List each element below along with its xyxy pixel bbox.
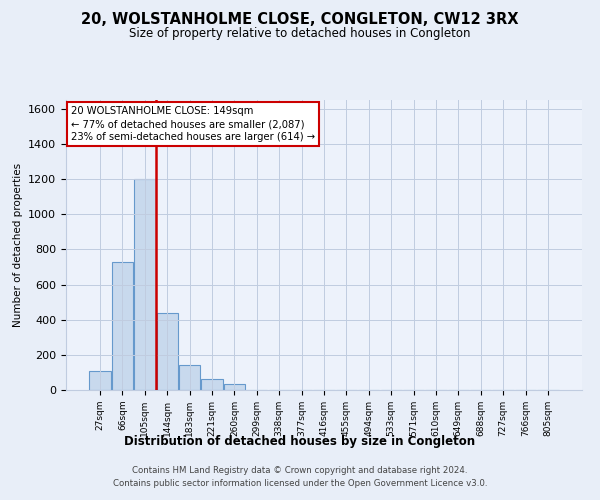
- Bar: [112, 262, 133, 390]
- Bar: [157, 312, 178, 390]
- Text: 20, WOLSTANHOLME CLOSE, CONGLETON, CW12 3RX: 20, WOLSTANHOLME CLOSE, CONGLETON, CW12 …: [81, 12, 519, 28]
- Y-axis label: Number of detached properties: Number of detached properties: [13, 163, 23, 327]
- Text: Contains HM Land Registry data © Crown copyright and database right 2024.
Contai: Contains HM Land Registry data © Crown c…: [113, 466, 487, 487]
- Text: Size of property relative to detached houses in Congleton: Size of property relative to detached ho…: [129, 28, 471, 40]
- Bar: [179, 364, 200, 390]
- Text: 20 WOLSTANHOLME CLOSE: 149sqm
← 77% of detached houses are smaller (2,087)
23% o: 20 WOLSTANHOLME CLOSE: 149sqm ← 77% of d…: [71, 106, 315, 142]
- Bar: [202, 380, 223, 390]
- Text: Distribution of detached houses by size in Congleton: Distribution of detached houses by size …: [124, 435, 476, 448]
- Bar: [134, 179, 155, 390]
- Bar: [89, 370, 111, 390]
- Bar: [224, 384, 245, 390]
